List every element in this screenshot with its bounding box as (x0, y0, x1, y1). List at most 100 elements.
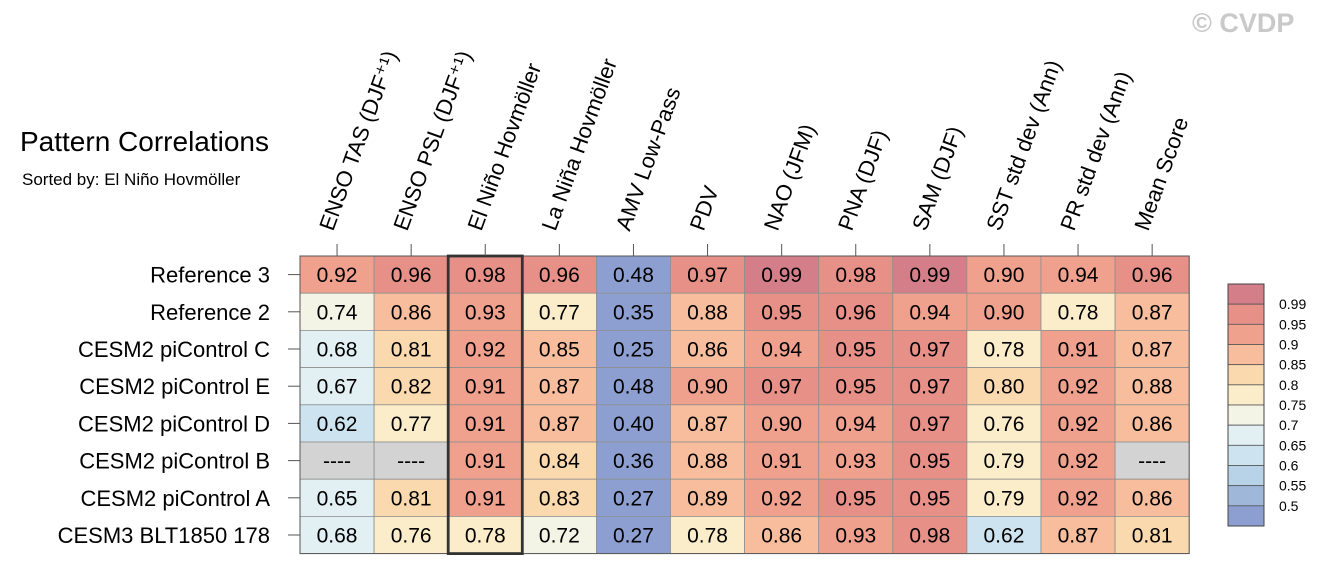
cell-value: 0.79 (984, 487, 1025, 510)
heatmap-cell (596, 292, 671, 331)
cell-value: 0.92 (761, 487, 802, 510)
cell-value: ---- (323, 450, 351, 473)
column-label: AMV Low-Pass (611, 84, 686, 234)
cell-value: 0.89 (687, 487, 728, 510)
heatmap-cell (521, 516, 597, 555)
chart-subtitle: Sorted by: El Niño Hovmöller (22, 170, 241, 189)
cell-value: 0.68 (317, 339, 358, 362)
legend-frame (1227, 283, 1265, 527)
column-label: ENSO TAS (DJF⁺¹) (314, 47, 402, 233)
cell-value: 0.94 (1058, 264, 1099, 287)
heatmap-cell (744, 441, 820, 480)
heatmap-cell (1040, 478, 1116, 517)
cell-value: 0.81 (391, 487, 432, 510)
cell-value: 0.96 (835, 301, 876, 324)
cell-value: 0.91 (1058, 339, 1099, 362)
cell-value: 0.88 (1132, 376, 1173, 399)
heatmap-cell (596, 441, 671, 480)
heatmap-cell (966, 367, 1042, 406)
cell-value: 0.92 (317, 264, 358, 287)
heatmap-frame (299, 255, 1190, 555)
legend-label: 0.5 (1279, 498, 1299, 514)
cell-value: 0.92 (1058, 413, 1099, 436)
heatmap-cell (1114, 404, 1190, 443)
legend-label: 0.7 (1279, 417, 1299, 433)
row-label: Reference 2 (150, 300, 270, 325)
cell-value: 0.88 (687, 301, 728, 324)
cell-value: 0.97 (909, 413, 950, 436)
heatmap-cell (818, 404, 894, 443)
cell-value: 0.87 (1132, 339, 1173, 362)
legend-swatch (1227, 344, 1265, 366)
row-label: CESM2 piControl B (79, 449, 270, 474)
cell-value: 0.62 (984, 525, 1025, 548)
heatmap-cell (818, 516, 894, 555)
cell-value: 0.86 (391, 301, 432, 324)
cell-value: 0.78 (1058, 301, 1099, 324)
column-label: NAO (JFM) (759, 121, 821, 234)
heatmap-cell (744, 292, 820, 331)
cell-value: 0.91 (761, 450, 802, 473)
cell-value: 0.97 (909, 339, 950, 362)
heatmap-cell (373, 478, 449, 517)
heatmap-cell (1040, 255, 1116, 294)
legend-swatch (1227, 505, 1265, 527)
heatmap-cell (1040, 367, 1116, 406)
heatmap-cell (966, 329, 1042, 368)
cell-value: 0.85 (539, 339, 580, 362)
cell-value: 0.94 (761, 339, 802, 362)
heatmap-cell (299, 329, 375, 368)
legend-swatch (1227, 384, 1265, 406)
heatmap-cell (892, 292, 968, 331)
legend-label: 0.95 (1279, 316, 1306, 332)
heatmap-cell (818, 255, 894, 294)
cell-value: 0.91 (465, 450, 506, 473)
heatmap-cell (1114, 329, 1190, 368)
cell-value: 0.93 (835, 450, 876, 473)
column-label: SAM (DJF) (907, 123, 968, 234)
cell-value: 0.87 (539, 413, 580, 436)
legend-label: 0.55 (1279, 478, 1306, 494)
cell-value: 0.94 (835, 413, 876, 436)
column-label: PNA (DJF) (833, 126, 892, 233)
cell-value: 0.48 (613, 376, 654, 399)
legend-swatch (1227, 364, 1265, 386)
cell-value: 0.78 (984, 339, 1025, 362)
heatmap-cell (1040, 292, 1116, 331)
cell-value: 0.86 (687, 339, 728, 362)
heatmap-cell (966, 441, 1042, 480)
cell-value: 0.97 (687, 264, 728, 287)
heatmap-cell (373, 367, 449, 406)
cell-value: 0.79 (984, 450, 1025, 473)
heatmap-cell (1114, 516, 1190, 555)
legend-swatch (1227, 283, 1265, 305)
legend-label: 0.75 (1279, 397, 1306, 413)
legend-label: 0.65 (1279, 437, 1306, 453)
watermark: © CVDP (1192, 8, 1295, 38)
legend-label: 0.9 (1279, 337, 1299, 353)
cell-value: 0.98 (835, 264, 876, 287)
cell-value: 0.90 (984, 301, 1025, 324)
heatmap-cell (596, 516, 671, 555)
cell-value: ---- (1138, 450, 1166, 473)
heatmap-cell (299, 367, 375, 406)
heatmap-cell (299, 441, 375, 480)
column-label: Mean Score (1129, 114, 1193, 234)
cell-value: 0.95 (835, 376, 876, 399)
heatmap-cell (1114, 478, 1190, 517)
cell-value: 0.40 (613, 413, 654, 436)
legend-swatch (1227, 303, 1265, 325)
cell-value: 0.92 (465, 339, 506, 362)
cell-value: 0.86 (1132, 413, 1173, 436)
cell-value: 0.97 (761, 376, 802, 399)
cell-value: ---- (397, 450, 425, 473)
heatmap-cell (521, 441, 597, 480)
cell-value: 0.48 (613, 264, 654, 287)
cell-value: 0.27 (613, 487, 654, 510)
heatmap-cell (1040, 441, 1116, 480)
legend-swatch (1227, 485, 1265, 507)
column-label: SST std dev (Ann) (981, 57, 1066, 234)
heatmap-cell (892, 516, 968, 555)
cell-value: 0.86 (761, 525, 802, 548)
